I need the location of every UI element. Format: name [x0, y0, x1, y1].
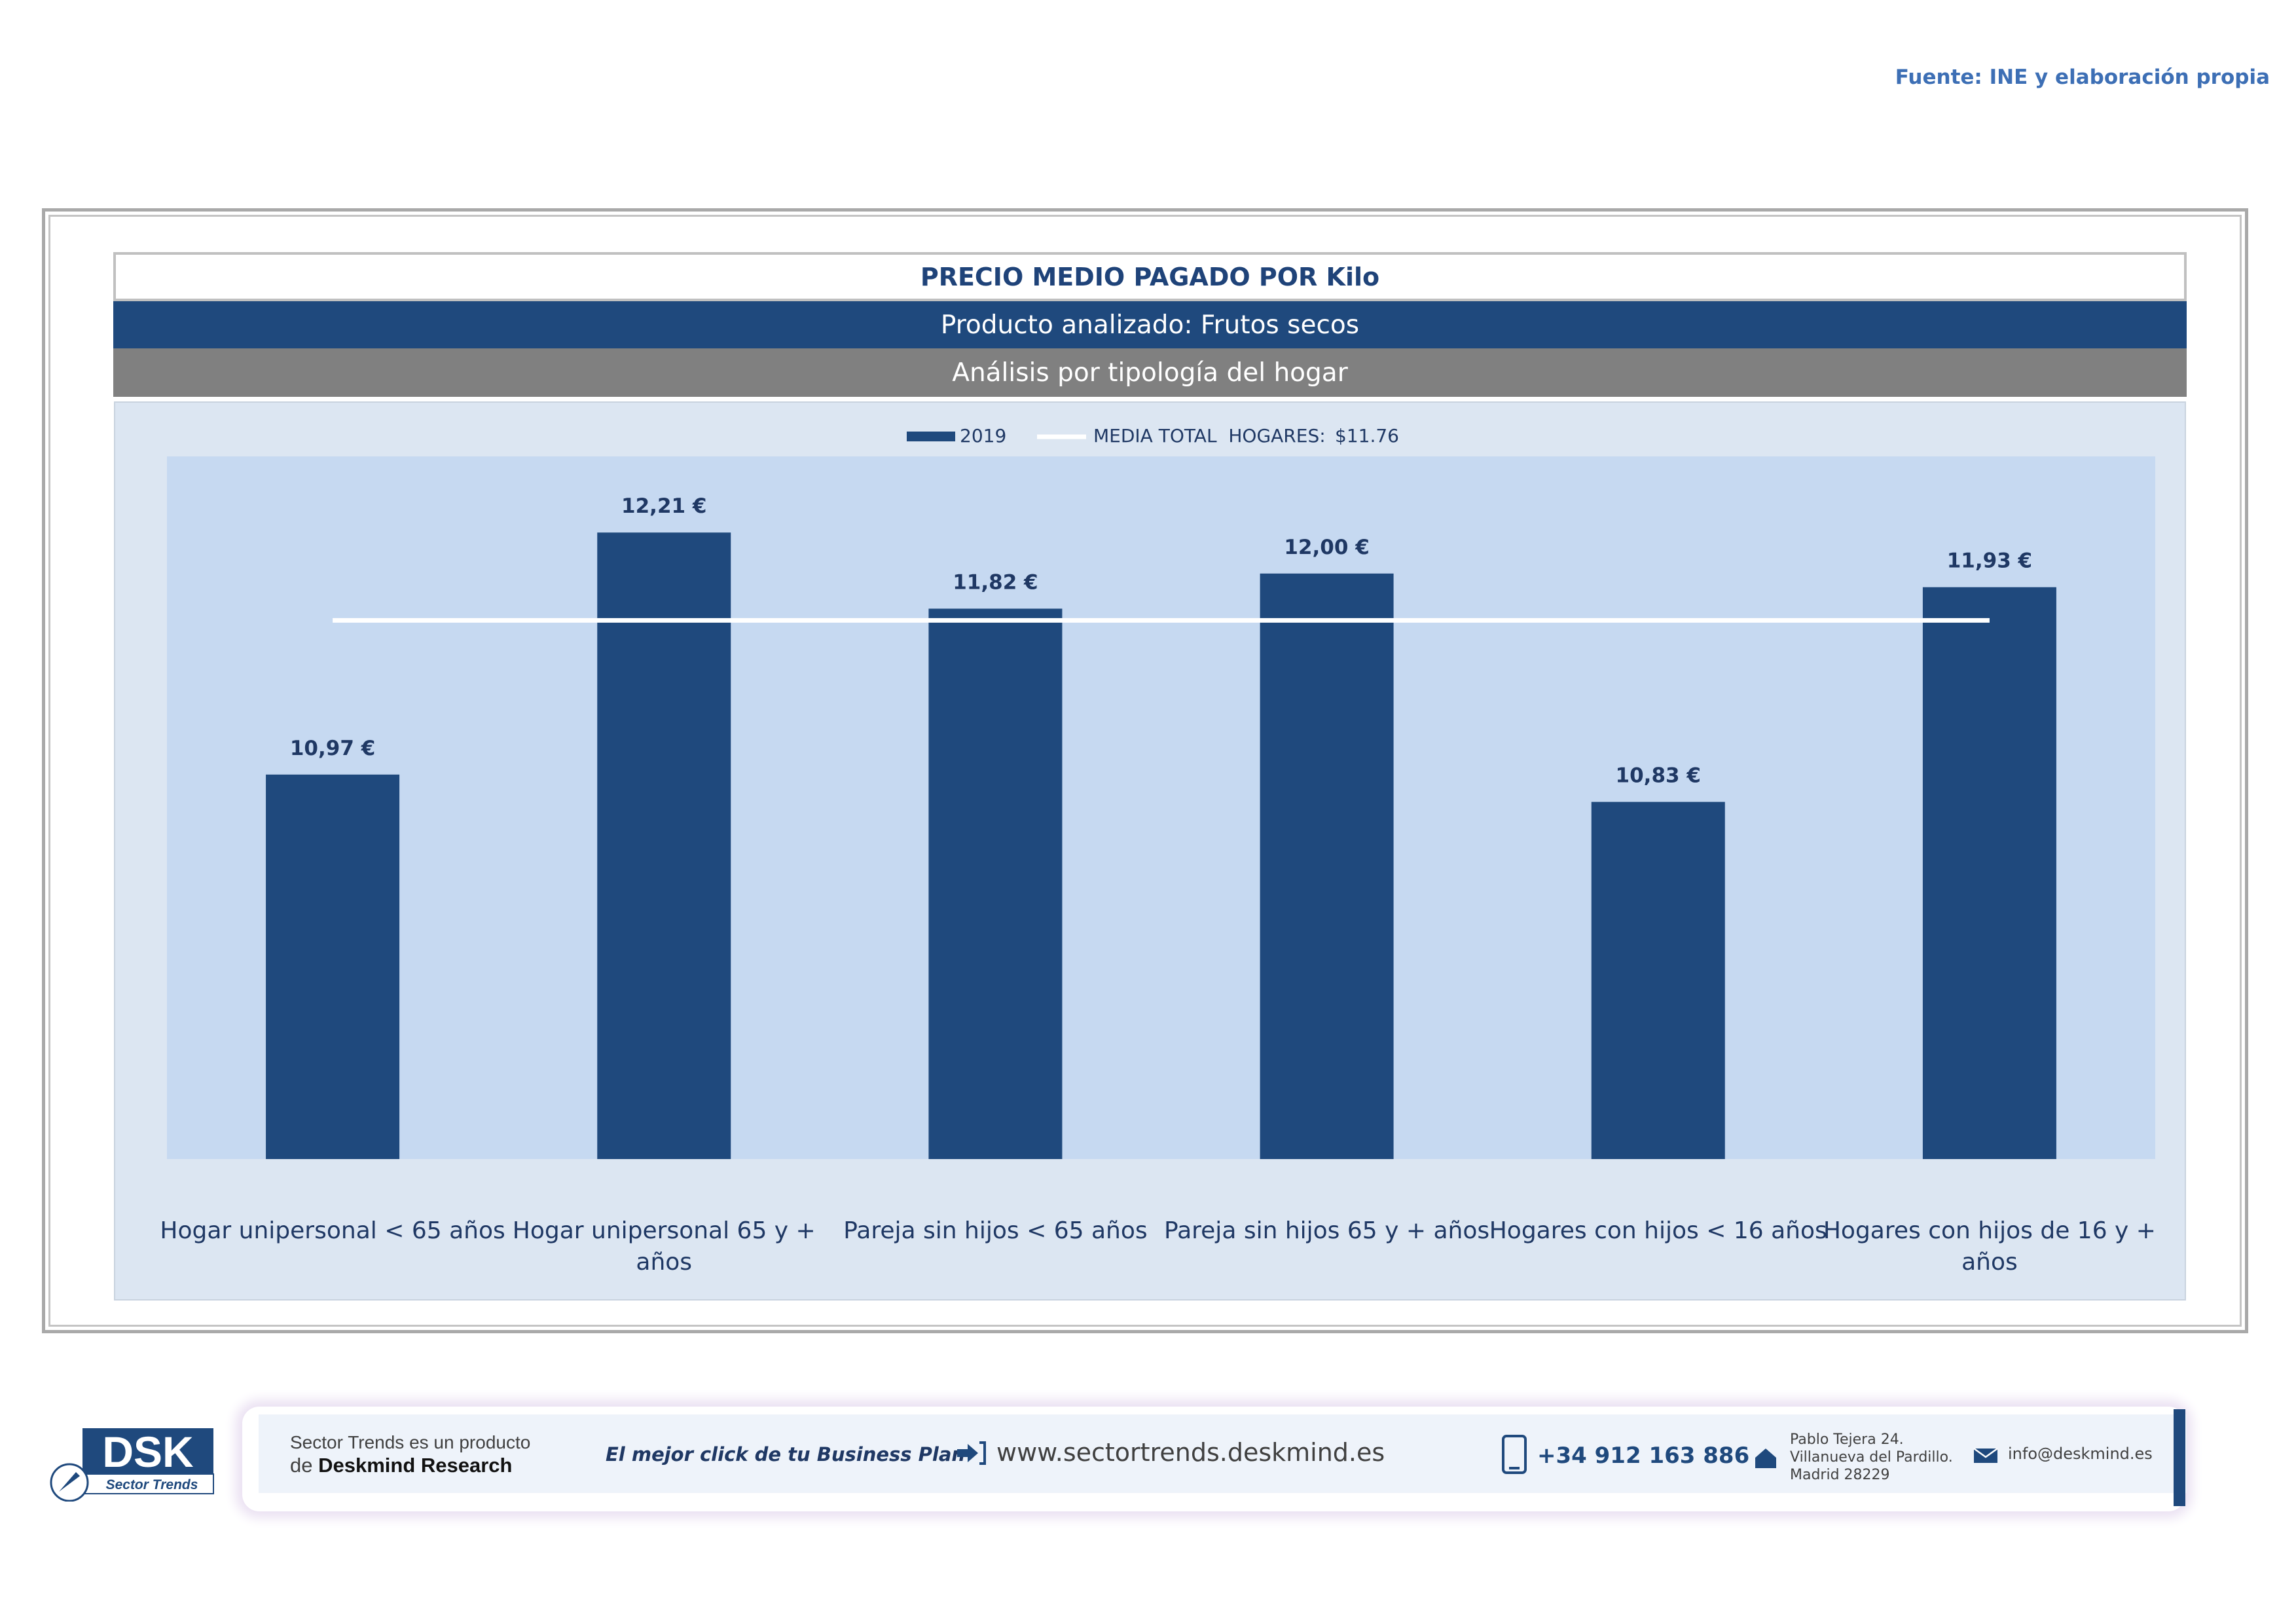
legend: 2019 MEDIA TOTAL HOGARES: $11.76	[907, 425, 1399, 447]
category-label-4: Pareja sin hijos 65 y + años	[1164, 1217, 1489, 1244]
login-arrow-icon	[957, 1441, 986, 1465]
logo-subtitle: Sector Trends	[106, 1477, 198, 1492]
dsk-logo: DSK Sector Trends	[50, 1428, 214, 1502]
bar-6	[1922, 587, 2056, 1159]
outer-frame	[42, 208, 2248, 1333]
product-brand-line: de Deskmind Research	[290, 1454, 512, 1477]
bar-3	[928, 608, 1063, 1159]
mail-icon	[1973, 1447, 1998, 1463]
category-label-2: años	[636, 1249, 692, 1276]
phone-icon	[1502, 1435, 1527, 1474]
product-line: Sector Trends es un producto	[290, 1432, 531, 1452]
address-line: Madrid 28229	[1790, 1467, 1890, 1483]
tagline: El mejor click de tu Business Plan	[606, 1443, 966, 1466]
legend-average-value: $11.76	[1335, 425, 1399, 447]
logo-text: DSK	[102, 1428, 194, 1476]
inner-frame	[48, 215, 2242, 1327]
analysis-banner: Análisis por tipología del hogar	[113, 348, 2187, 397]
bar-value-label-1: 10,97 €	[290, 737, 375, 760]
footer-accent-tab	[2174, 1409, 2185, 1506]
source-note: Fuente: INE y elaboración propia	[1895, 65, 2270, 89]
bar-2	[597, 532, 731, 1159]
bar-4	[1260, 573, 1394, 1159]
category-label-6: Hogares con hijos de 16 y +	[1823, 1217, 2156, 1244]
legend-label-average: MEDIA TOTAL HOGARES:	[1093, 425, 1326, 447]
address-line: Villanueva del Pardillo.	[1790, 1449, 1953, 1466]
phone-number[interactable]: +34 912 163 886	[1537, 1443, 1750, 1469]
category-label-3: Pareja sin hijos < 65 años	[843, 1217, 1147, 1244]
website-link[interactable]: www.sectortrends.deskmind.es	[996, 1438, 1385, 1467]
bar-value-label-4: 12,00 €	[1284, 536, 1369, 559]
email-link[interactable]: info@deskmind.es	[2008, 1445, 2153, 1463]
product-banner: Producto analizado: Frutos secos	[113, 301, 2187, 348]
footer-strip	[259, 1414, 2187, 1493]
legend-swatch-2019	[907, 432, 955, 441]
bar-value-label-5: 10,83 €	[1616, 764, 1701, 788]
home-icon	[1755, 1449, 1776, 1468]
address: Pablo Tejera 24. Villanueva del Pardillo…	[1790, 1431, 1953, 1484]
legend-label-2019: 2019	[960, 425, 1006, 447]
category-label-1: Hogar unipersonal < 65 años	[160, 1217, 505, 1244]
chart-area: 10,97 € 12,21 € 11,82 € 12,00 € 10,83 € 11,93…	[114, 401, 2186, 1301]
bar-value-label-2: 12,21 €	[621, 494, 706, 518]
bar-chart: 10,97 € 12,21 € 11,82 € 12,00 € 10,83 € 11,93…	[160, 425, 2156, 1276]
bar-value-label-6: 11,93 €	[1947, 549, 2032, 573]
category-label-5: Hogares con hijos < 16 años	[1489, 1217, 1827, 1244]
chart-title: PRECIO MEDIO PAGADO POR Kilo	[113, 252, 2187, 301]
bar-1	[266, 774, 400, 1159]
category-label-6: años	[1961, 1249, 2018, 1276]
plot-area	[167, 456, 2155, 1159]
brand-name: Deskmind Research	[318, 1454, 513, 1477]
product-prefix: de	[290, 1454, 313, 1477]
bar-5	[1591, 802, 1725, 1159]
bar-value-label-3: 11,82 €	[953, 570, 1038, 594]
address-line: Pablo Tejera 24.	[1790, 1431, 1904, 1448]
category-label-2: Hogar unipersonal 65 y +	[513, 1217, 816, 1244]
